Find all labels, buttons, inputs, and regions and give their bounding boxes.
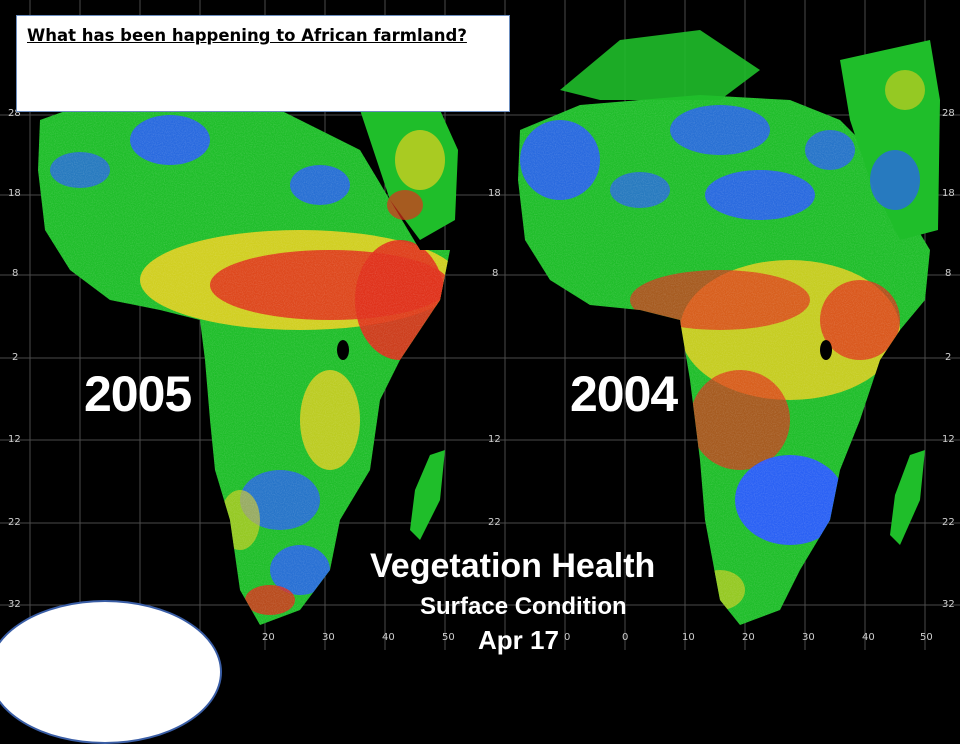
lon-tick-right: 10	[682, 632, 695, 643]
legend-subtitle: Surface Condition	[420, 593, 627, 620]
lon-tick-left: 50	[442, 632, 455, 643]
lat-tick-right: 22	[942, 517, 955, 528]
lat-tick-right: 2	[945, 352, 952, 363]
lon-tick-left: 40	[382, 632, 395, 643]
lon-tick-right: 50	[920, 632, 933, 643]
lat-tick-mid: 18	[488, 188, 501, 199]
madagascar-2005	[410, 450, 445, 540]
lat-tick-left: 8	[12, 268, 19, 279]
question-textbox[interactable]: What has been happening to African farml…	[16, 15, 510, 112]
year-label-2005: 2005	[84, 366, 192, 422]
lat-tick-mid: 22	[488, 517, 501, 528]
lat-tick-left: 22	[8, 517, 21, 528]
arabia-2004	[840, 40, 940, 240]
lat-tick-left: 32	[8, 599, 21, 610]
legend-date: Apr 17	[478, 625, 559, 655]
lat-tick-right: 8	[945, 268, 952, 279]
lon-tick-right: 0	[622, 632, 629, 643]
vegetation-maps	[0, 0, 960, 650]
year-label-2004: 2004	[570, 366, 678, 422]
arabia-2005	[360, 110, 458, 240]
lon-tick-right: 0	[564, 632, 571, 643]
lat-tick-right: 28	[942, 108, 955, 119]
lon-tick-left: 20	[262, 632, 275, 643]
lat-tick-mid: 12	[488, 434, 501, 445]
lat-tick-left: 2	[12, 352, 19, 363]
legend-title: Vegetation Health	[370, 547, 656, 585]
lon-tick-left: 30	[322, 632, 335, 643]
lat-tick-left: 28	[8, 108, 21, 119]
madagascar-2004	[890, 450, 925, 545]
lat-tick-left: 12	[8, 434, 21, 445]
lon-tick-right: 20	[742, 632, 755, 643]
lat-tick-mid: 8	[492, 268, 499, 279]
answer-oval[interactable]	[0, 600, 222, 744]
lake-victoria-2004	[820, 340, 832, 360]
lon-tick-right: 40	[862, 632, 875, 643]
lat-tick-right: 32	[942, 599, 955, 610]
europe-edge-2004	[560, 30, 760, 100]
lake-victoria-2005	[337, 340, 349, 360]
question-title: What has been happening to African farml…	[27, 26, 467, 45]
lat-tick-right: 12	[942, 434, 955, 445]
lon-tick-right: 30	[802, 632, 815, 643]
lat-tick-right: 18	[942, 188, 955, 199]
lat-tick-left: 18	[8, 188, 21, 199]
